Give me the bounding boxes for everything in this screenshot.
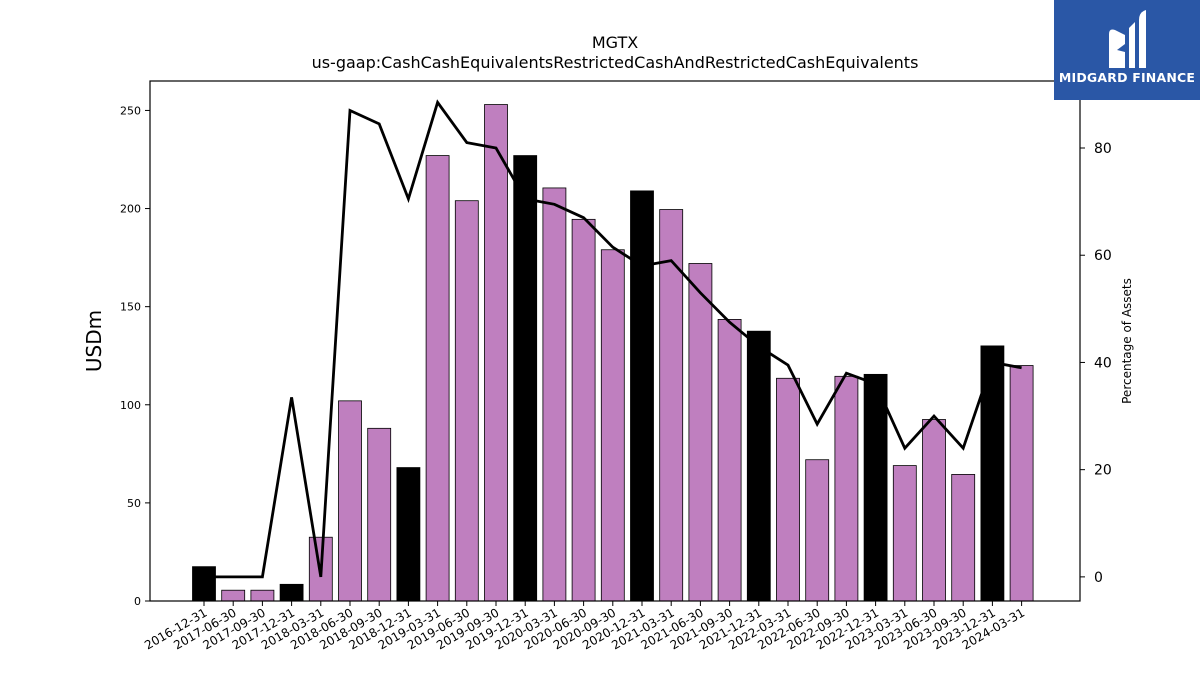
y-axis-right: 0 20 40 60 80 bbox=[1080, 141, 1112, 586]
y-tick-label: 100 bbox=[120, 399, 141, 412]
bar-2017-12-31 bbox=[279, 583, 304, 602]
bar-2019-06-30 bbox=[454, 200, 479, 602]
bar-2023-03-31 bbox=[892, 465, 917, 602]
bar-2020-12-31 bbox=[630, 190, 654, 602]
bar-2022-06-30 bbox=[805, 459, 830, 602]
y-tick-label: 200 bbox=[120, 203, 141, 216]
bar-2022-03-31 bbox=[776, 377, 800, 602]
bar-2018-12-31 bbox=[396, 467, 421, 602]
brand-name: MIDGARD FINANCE bbox=[1058, 70, 1196, 85]
bar-2021-12-31 bbox=[746, 330, 771, 602]
y2-tick-label: 40 bbox=[1094, 355, 1112, 371]
bar-2020-06-30 bbox=[571, 218, 596, 602]
logo-icon bbox=[1109, 10, 1146, 68]
bar-2019-12-31 bbox=[513, 155, 538, 602]
y2-tick-label: 0 bbox=[1094, 570, 1103, 586]
bar-2018-09-30 bbox=[367, 427, 392, 602]
plot-frame bbox=[149, 80, 1081, 602]
bar-2017-06-30 bbox=[221, 589, 246, 602]
brand-logo: MIDGARD FINANCE bbox=[1054, 0, 1200, 100]
line-series bbox=[204, 99, 1022, 579]
y-tick-label: 50 bbox=[127, 497, 141, 510]
percentage-line bbox=[204, 99, 1022, 579]
x-axis: 2016-12-312017-06-302017-09-302017-12-31… bbox=[142, 601, 1027, 652]
y-tick-label: 150 bbox=[120, 301, 141, 314]
bar-2022-09-30 bbox=[834, 375, 859, 602]
y2-tick-label: 80 bbox=[1094, 141, 1112, 157]
y2-tick-label: 60 bbox=[1094, 248, 1112, 264]
bar-2020-09-30 bbox=[600, 249, 625, 602]
bar-2019-09-30 bbox=[484, 104, 508, 602]
bar-2017-09-30 bbox=[250, 589, 275, 602]
bar-series bbox=[192, 104, 1034, 602]
bar-2016-12-31 bbox=[192, 566, 216, 602]
y-axis-label: USDm bbox=[82, 310, 106, 372]
chart-subtitle: us-gaap:CashCashEquivalentsRestrictedCas… bbox=[312, 53, 919, 72]
y2-axis-label: Percentage of Assets bbox=[1120, 278, 1134, 404]
bar-2023-06-30 bbox=[922, 419, 946, 602]
chart-title: MGTX bbox=[592, 33, 638, 52]
bar-2021-09-30 bbox=[717, 319, 742, 602]
bar-2022-12-31 bbox=[863, 373, 888, 602]
bar-2023-09-30 bbox=[951, 474, 976, 602]
bar-2019-03-31 bbox=[425, 155, 450, 602]
y-tick-label: 0 bbox=[134, 595, 141, 608]
y-tick-label: 250 bbox=[120, 104, 141, 117]
y-axis-left: 0 50 100 150 200 250 bbox=[120, 104, 150, 608]
y2-tick-label: 20 bbox=[1094, 463, 1112, 479]
bar-2020-03-31 bbox=[542, 187, 567, 602]
bar-2018-06-30 bbox=[338, 400, 362, 602]
bar-2024-03-31 bbox=[1009, 365, 1034, 602]
bar-2021-06-30 bbox=[688, 263, 713, 602]
